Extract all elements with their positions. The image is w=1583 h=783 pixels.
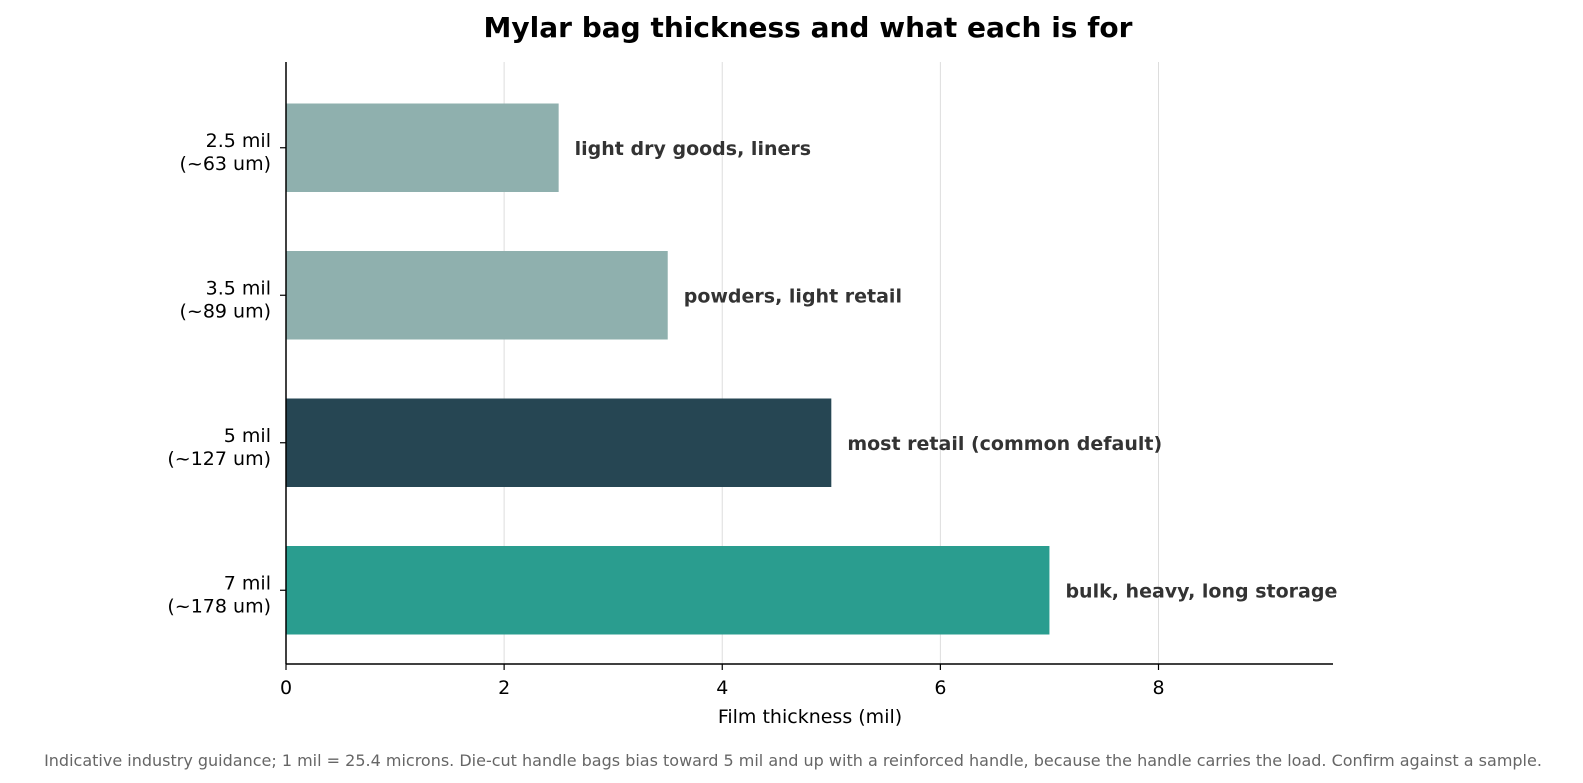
x-tick-label: 8 xyxy=(1152,677,1164,699)
y-tick-label-line: (~89 um) xyxy=(179,300,271,322)
bar-annotation-label: light dry goods, liners xyxy=(575,138,811,160)
x-tick-label: 6 xyxy=(934,677,946,699)
x-axis-label: Film thickness (mil) xyxy=(718,706,902,728)
bar xyxy=(286,251,668,340)
bars xyxy=(286,103,1050,635)
y-tick-label: 7 mil (~178 um) xyxy=(167,572,271,617)
y-tick-label: 2.5 mil (~63 um) xyxy=(179,130,271,175)
y-ticks: 2.5 mil (~63 um) 3.5 mil (~89 um) 5 mil (~127… xyxy=(167,130,286,617)
bar xyxy=(286,398,832,487)
x-tick-label: 4 xyxy=(716,677,728,699)
y-tick-label: 3.5 mil (~89 um) xyxy=(179,277,271,322)
y-tick-label-line: 2.5 mil xyxy=(206,130,271,152)
x-tick-label: 0 xyxy=(280,677,292,699)
y-tick-label-line: (~178 um) xyxy=(167,595,271,617)
x-tick-label: 2 xyxy=(498,677,510,699)
bar-annotation-label: most retail (common default) xyxy=(847,433,1162,455)
chart-title: Mylar bag thickness and what each is for xyxy=(484,11,1133,44)
y-tick-label: 5 mil (~127 um) xyxy=(167,425,271,470)
y-tick-label-line: (~63 um) xyxy=(179,153,271,175)
bar xyxy=(286,546,1050,635)
x-ticks: 0 2 4 6 8 xyxy=(280,664,1165,699)
bar xyxy=(286,103,559,192)
y-tick-label-line: 5 mil xyxy=(224,425,271,447)
footnote: Indicative industry guidance; 1 mil = 25… xyxy=(44,751,1542,770)
y-tick-label-line: 3.5 mil xyxy=(206,277,271,299)
bar-annotation-label: powders, light retail xyxy=(684,285,902,307)
bar-annotation-label: bulk, heavy, long storage xyxy=(1065,580,1337,602)
bar-annotations: light dry goods, liners powders, light re… xyxy=(575,138,1338,603)
y-tick-label-line: 7 mil xyxy=(224,572,271,594)
y-tick-label-line: (~127 um) xyxy=(167,448,271,470)
